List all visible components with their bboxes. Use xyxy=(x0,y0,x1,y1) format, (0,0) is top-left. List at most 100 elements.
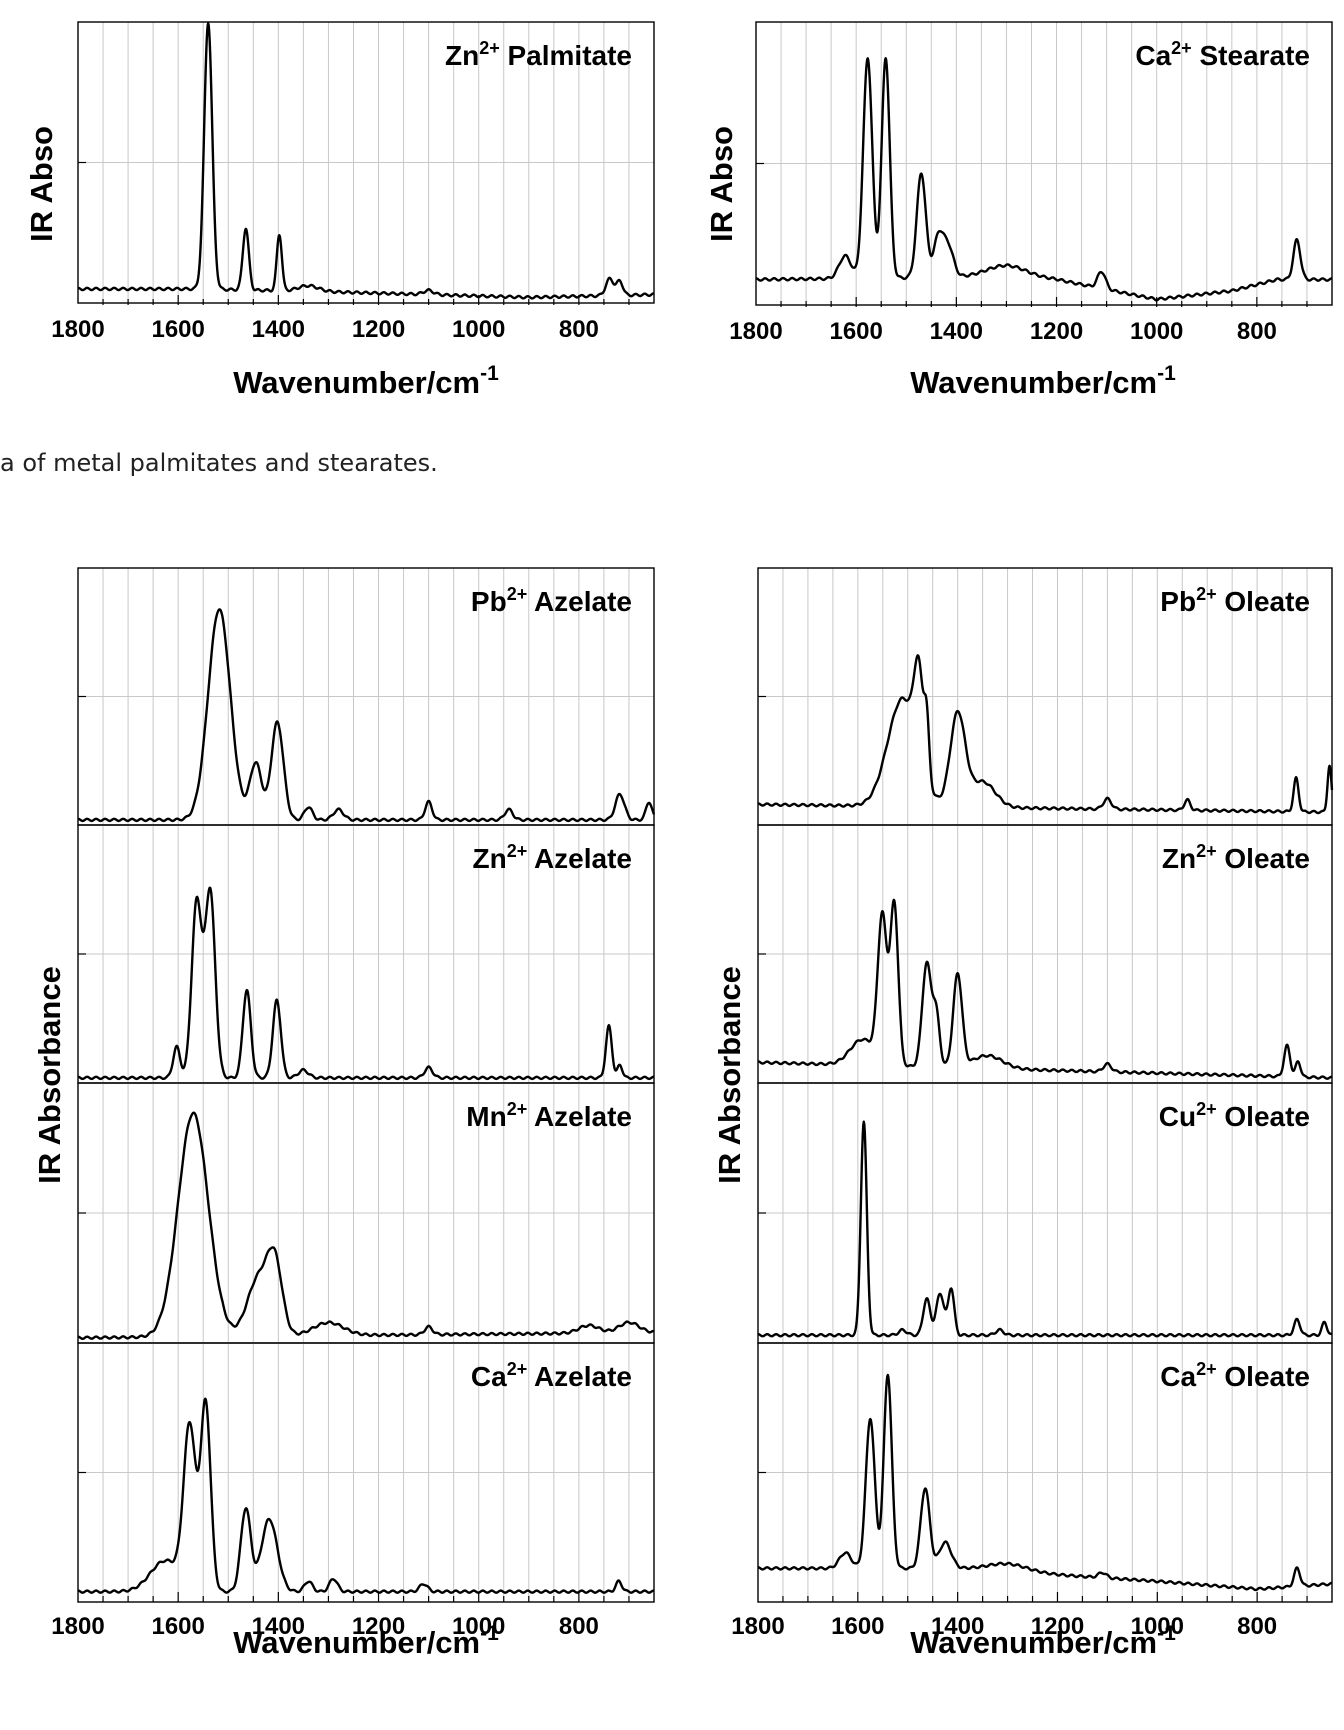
spectrum-line xyxy=(77,1111,655,1340)
xlabel-exponent: -1 xyxy=(1157,1622,1176,1645)
sample-charge: 2+ xyxy=(507,1099,528,1119)
spectrum-line xyxy=(755,57,1333,302)
panel-zn-palmitate: Zn2+ Palmitate xyxy=(77,21,655,304)
x-tick-label: 800 xyxy=(559,316,599,343)
sample-label: Ca2+ Azelate xyxy=(471,1359,632,1392)
x-tick-label: 1000 xyxy=(1130,318,1183,345)
sample-label: Zn2+ Oleate xyxy=(1162,841,1310,874)
xlabel-exponent: -1 xyxy=(480,362,499,385)
x-tick-label: 800 xyxy=(559,1613,599,1640)
x-tick-label: 800 xyxy=(1237,1613,1277,1640)
ylabel-bottom-right: IR Absorbance xyxy=(712,966,747,1184)
sample-charge: 2+ xyxy=(1196,1099,1217,1119)
chart-top-left: Zn2+ Palmitate 1800 1600 1400 1200 1000 800 xyxy=(51,21,655,343)
sample-metal: Ca xyxy=(471,1361,507,1392)
x-tick-label: 1200 xyxy=(352,1613,405,1640)
sample-charge: 2+ xyxy=(507,584,528,604)
sample-metal: Mn xyxy=(466,1101,506,1132)
x-tick-label: 1800 xyxy=(51,316,104,343)
ylabel-top-right: IR Abso xyxy=(704,126,739,242)
x-tick-label: 1200 xyxy=(1031,1613,1084,1640)
sample-name: Oleate xyxy=(1217,843,1310,874)
panel-pb-oleate: Pb2+ Oleate xyxy=(757,567,1334,826)
x-tick-label: 1800 xyxy=(729,318,782,345)
sample-charge: 2+ xyxy=(507,841,528,861)
xlabel-exponent: -1 xyxy=(1157,362,1176,385)
x-tick-label: 1600 xyxy=(831,1613,884,1640)
panel-pb-azelate: Pb2+ Azelate xyxy=(77,567,656,826)
x-tick-label: 1200 xyxy=(1030,318,1083,345)
sample-name: Oleate xyxy=(1217,1101,1310,1132)
panel-cu-oleate: Cu2+ Oleate xyxy=(757,1082,1333,1344)
spectrum-line xyxy=(77,886,655,1081)
sample-metal: Pb xyxy=(1160,586,1196,617)
figure-caption: a of metal palmitates and stearates. xyxy=(0,449,438,477)
sample-charge: 2+ xyxy=(1196,841,1217,861)
sample-metal: Pb xyxy=(471,586,507,617)
panel-frame xyxy=(757,1342,1333,1603)
x-tick-label: 800 xyxy=(1237,318,1277,345)
sample-charge: 2+ xyxy=(507,1359,528,1379)
sample-name: Azelate xyxy=(527,1361,632,1392)
spectrum-line xyxy=(757,1373,1333,1592)
xlabel-base: Wavenumber/cm xyxy=(233,365,480,400)
sample-label: Zn2+ Azelate xyxy=(472,841,632,874)
x-tick-label: 1400 xyxy=(930,318,983,345)
x-tick-label: 1200 xyxy=(352,316,405,343)
sample-charge: 2+ xyxy=(1196,1359,1217,1379)
sample-name: Azelate xyxy=(527,586,632,617)
x-tick-label: 1400 xyxy=(252,316,305,343)
xlabel-base: Wavenumber/cm xyxy=(233,1625,480,1660)
chart-top-right: Ca2+ Stearate 1800 1600 1400 1200 1000 800 xyxy=(729,21,1333,345)
panel-frame xyxy=(77,21,655,304)
sample-label: Cu2+ Oleate xyxy=(1159,1099,1310,1132)
spectrum-line xyxy=(757,1120,1333,1338)
sample-charge: 2+ xyxy=(1196,584,1217,604)
sample-metal: Zn xyxy=(445,40,479,71)
sample-charge: 2+ xyxy=(1171,38,1192,58)
xlabel-bottom-left: Wavenumber/cm-1 xyxy=(233,1622,499,1660)
x-tick-label: 1800 xyxy=(51,1613,104,1640)
xlabel-base: Wavenumber/cm xyxy=(910,365,1157,400)
x-tick-label: 1600 xyxy=(151,1613,204,1640)
x-tick-label: 1400 xyxy=(252,1613,305,1640)
ylabel-top-left: IR Abso xyxy=(24,126,59,242)
xlabel-top-left: Wavenumber/cm-1 xyxy=(233,362,499,400)
xlabel-exponent: -1 xyxy=(480,1622,499,1645)
sample-metal: Zn xyxy=(1162,843,1196,874)
panel-frame xyxy=(77,1342,655,1603)
spectrum-line xyxy=(757,898,1333,1080)
x-tick-label: 1800 xyxy=(731,1613,784,1640)
sample-label: Pb2+ Azelate xyxy=(471,584,632,617)
sample-name: Oleate xyxy=(1217,586,1310,617)
sample-metal: Ca xyxy=(1160,1361,1196,1392)
sample-metal: Ca xyxy=(1135,40,1171,71)
sample-name: Palmitate xyxy=(500,40,632,71)
panel-zn-azelate: Zn2+ Azelate xyxy=(77,824,655,1084)
sample-metal: Zn xyxy=(472,843,506,874)
sample-label: Mn2+ Azelate xyxy=(466,1099,632,1132)
sample-name: Azelate xyxy=(527,1101,632,1132)
x-tick-label: 1600 xyxy=(829,318,882,345)
panel-zn-oleate: Zn2+ Oleate xyxy=(757,824,1333,1084)
spectrum-line xyxy=(77,22,655,300)
sample-metal: Cu xyxy=(1159,1101,1196,1132)
sample-label: Zn2+ Palmitate xyxy=(445,38,632,71)
x-tick-label: 1400 xyxy=(931,1613,984,1640)
panel-frame xyxy=(755,21,1333,306)
spectrum-line xyxy=(757,654,1334,815)
x-tick-label: 1000 xyxy=(452,316,505,343)
sample-name: Azelate xyxy=(527,843,632,874)
spectrum-line xyxy=(77,608,656,823)
ylabel-bottom-left: IR Absorbance xyxy=(32,966,67,1184)
panel-ca-stearate: Ca2+ Stearate xyxy=(755,21,1333,306)
x-tick-label: 1600 xyxy=(151,316,204,343)
x-tick-label: 1000 xyxy=(1131,1613,1184,1640)
xlabel-top-right: Wavenumber/cm-1 xyxy=(910,362,1176,400)
sample-label: Ca2+ Oleate xyxy=(1160,1359,1310,1392)
panel-mn-azelate: Mn2+ Azelate xyxy=(77,1082,655,1344)
